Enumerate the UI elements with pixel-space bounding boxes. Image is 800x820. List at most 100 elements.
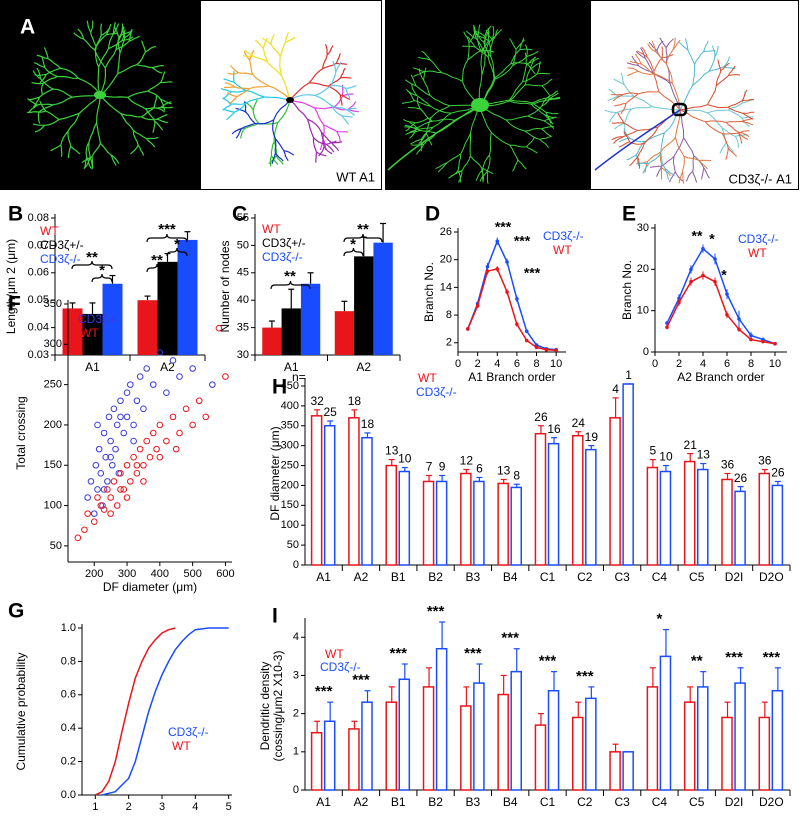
y-tick-label: 40	[237, 294, 249, 306]
significance: ***	[539, 653, 557, 670]
bar	[758, 716, 771, 791]
x-tick-label: A1	[316, 795, 331, 809]
point	[84, 510, 91, 517]
y-tick-label: 50	[50, 540, 62, 552]
n-label: 8	[513, 468, 520, 482]
legend-entry: CD3ζ-/-	[168, 725, 209, 739]
y-axis-label: Length/μm 2 (μm)	[4, 239, 18, 334]
bar	[323, 720, 336, 791]
bar	[348, 728, 360, 791]
line	[467, 239, 557, 351]
bar	[497, 693, 509, 791]
x-tick-label: C4	[652, 795, 668, 809]
x-tick-label: 2	[126, 801, 132, 813]
bar	[473, 480, 485, 566]
x-tick-label: 10	[769, 358, 781, 370]
dendrite	[289, 60, 357, 125]
point	[163, 389, 170, 396]
bar	[771, 484, 784, 566]
y-axis-label: Branch No.	[422, 262, 436, 322]
x-tick-label: 0	[652, 358, 658, 370]
y-tick-label: 100	[281, 519, 299, 531]
x-tick-label: C3	[614, 795, 630, 809]
point	[84, 494, 91, 501]
y-tick-label: 0.08	[28, 212, 49, 224]
point	[176, 429, 183, 437]
point	[100, 486, 108, 493]
y-axis-label: Dendritic density	[258, 662, 272, 751]
y-tick-label: 14	[440, 281, 452, 293]
point	[108, 461, 116, 469]
x-tick-label: B1	[391, 795, 406, 809]
x-tick-label: C1	[540, 570, 556, 584]
x-tick-label: A2	[354, 570, 369, 584]
line	[101, 627, 229, 796]
bar	[102, 283, 123, 355]
significance: *	[350, 236, 356, 253]
y-tick-label: 4	[293, 631, 299, 643]
panel-letter: H	[272, 376, 287, 399]
point	[94, 494, 101, 501]
x-tick-label: A2	[160, 360, 175, 374]
significance: ***	[464, 645, 482, 662]
x-tick-label: 4	[192, 801, 198, 813]
n-label: 13	[385, 444, 399, 458]
point	[133, 461, 141, 469]
x-axis-label: A2 Branch order	[677, 370, 764, 384]
point	[105, 413, 113, 421]
point	[169, 357, 177, 364]
legend-entry: WT	[262, 222, 281, 236]
soma	[671, 102, 688, 117]
bar	[547, 442, 560, 566]
bar	[510, 670, 523, 791]
point	[117, 413, 124, 421]
point	[172, 445, 180, 453]
n-label: 13	[697, 448, 711, 462]
x-tick-label: 1	[92, 801, 98, 813]
point	[215, 324, 223, 332]
point	[117, 397, 124, 405]
legend-entry: WT	[418, 371, 437, 385]
y-tick-label: 20	[637, 263, 649, 275]
bar	[137, 300, 158, 355]
x-tick-label: D2O	[759, 570, 784, 584]
bar	[398, 470, 411, 566]
line	[467, 268, 557, 351]
significance: ***	[427, 603, 445, 620]
x-tick-label: 8	[533, 358, 539, 370]
legend-entry: CD3ζ-/-	[320, 660, 361, 674]
x-tick-label: D2O	[759, 795, 784, 809]
bar	[435, 647, 448, 791]
n-label: 10	[398, 452, 412, 466]
bar	[534, 724, 547, 791]
point	[120, 486, 128, 493]
bar	[734, 490, 746, 566]
y-tick-label: 0	[293, 559, 299, 571]
bar	[572, 434, 584, 566]
bar	[510, 486, 523, 566]
y-tick-label: 1	[293, 746, 299, 758]
dendrite	[220, 71, 291, 121]
significance: *	[721, 267, 727, 283]
bar	[398, 678, 411, 791]
bar	[622, 383, 634, 566]
n-label: 26	[534, 410, 548, 424]
bar	[585, 448, 597, 566]
bar	[281, 308, 301, 355]
point	[110, 405, 118, 413]
n-label: 6	[476, 462, 483, 476]
bar	[646, 686, 659, 791]
significance: ***	[390, 645, 408, 662]
point	[107, 494, 114, 501]
n-label: 10	[659, 450, 673, 464]
legend-entry: CD3ζ+/-	[40, 238, 84, 252]
y-axis-label: Total crossing	[14, 396, 28, 469]
point	[140, 478, 147, 485]
significance: ***	[725, 649, 743, 666]
point	[153, 445, 160, 453]
bar	[696, 468, 709, 566]
line	[666, 247, 776, 345]
bar	[534, 432, 547, 566]
bar	[659, 655, 672, 791]
bar	[422, 686, 435, 791]
